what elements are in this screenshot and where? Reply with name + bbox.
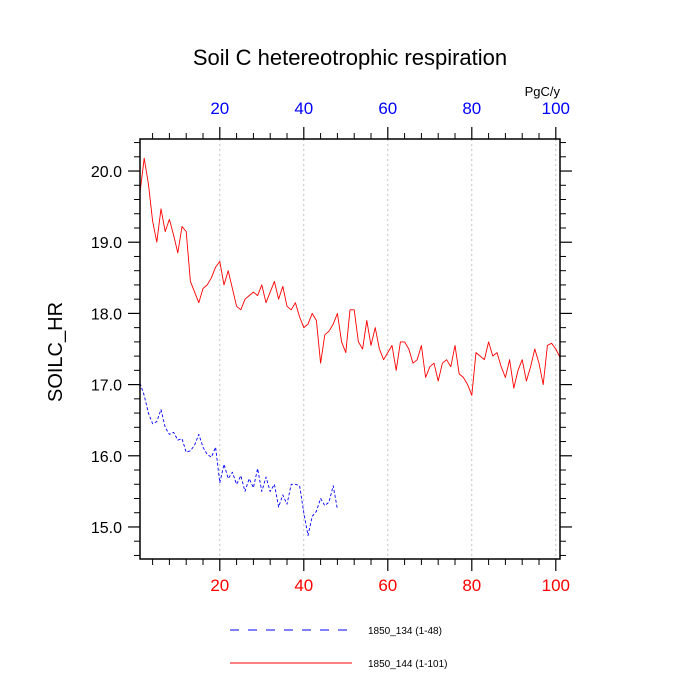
- x-tick-label: 100: [542, 576, 570, 595]
- series-line-2: [139, 157, 561, 396]
- series-lines: [139, 157, 561, 536]
- legend-label: 1850_134 (1-48): [368, 626, 442, 637]
- x-tick-label: 80: [462, 576, 481, 595]
- x-tick-label: 20: [210, 576, 229, 595]
- grid-lines: [219, 139, 557, 559]
- x-tick-label-top: 40: [294, 99, 313, 118]
- chart-title: Soil C hetereotrophic respiration: [193, 45, 507, 70]
- units-label: PgC/y: [525, 84, 561, 99]
- axis-ticks: 20 20 40 40 60 60 80 80 100 100 15.0 16.0 17.0 18.0 19…: [91, 99, 572, 595]
- y-tick-label: 20.0: [91, 164, 122, 181]
- x-tick-label-top: 20: [210, 99, 229, 118]
- y-tick-label: 19.0: [91, 235, 122, 252]
- legend-label: 1850_144 (1-101): [368, 659, 448, 670]
- y-tick-label: 18.0: [91, 306, 122, 323]
- y-tick-label: 15.0: [91, 520, 122, 537]
- series-line-1: [139, 383, 338, 536]
- x-tick-label: 60: [378, 576, 397, 595]
- legend: 1850_134 (1-48) 1850_144 (1-101): [230, 626, 448, 670]
- x-tick-label-top: 80: [462, 99, 481, 118]
- x-tick-label-top: 60: [378, 99, 397, 118]
- y-tick-label: 17.0: [91, 378, 122, 395]
- y-axis-label: SOILC_HR: [45, 302, 67, 402]
- plot-frame: [139, 138, 561, 560]
- x-tick-label: 40: [294, 576, 313, 595]
- x-tick-label-top: 100: [542, 99, 570, 118]
- y-tick-label: 16.0: [91, 449, 122, 466]
